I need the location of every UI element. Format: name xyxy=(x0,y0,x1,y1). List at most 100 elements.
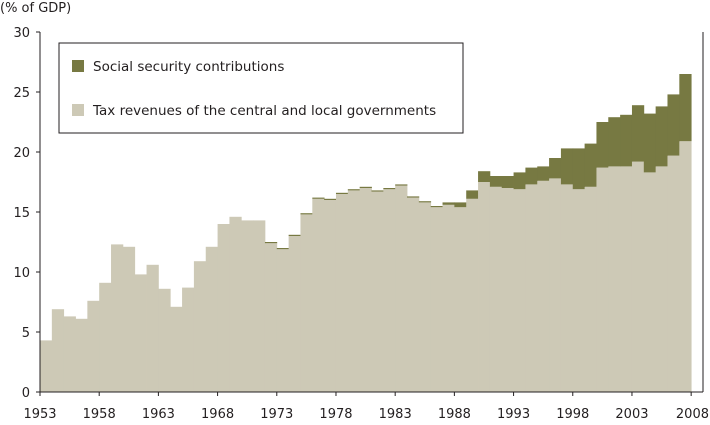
tax-revenue-bar-1958 xyxy=(99,282,112,392)
legend-label-tax-revenues: Tax revenues of the central and local go… xyxy=(92,103,436,119)
tax-revenue-bar-1978 xyxy=(335,194,349,392)
tax-revenue-bar-1971 xyxy=(253,220,266,392)
social-security-bar-1998 xyxy=(572,148,586,190)
social-security-bar-1992 xyxy=(501,176,514,188)
y-tick-label: 30 xyxy=(13,26,30,41)
tax-revenue-bar-1953 xyxy=(40,340,53,392)
tax-revenue-bar-1973 xyxy=(276,249,290,392)
social-security-bar-1974 xyxy=(288,234,301,236)
x-tick-label: 1978 xyxy=(319,407,352,422)
tax-revenue-bar-1974 xyxy=(288,236,301,392)
social-security-bar-1987 xyxy=(442,202,455,205)
y-tick-label: 0 xyxy=(22,386,30,401)
social-security-bar-1976 xyxy=(312,197,325,199)
social-security-bar-1982 xyxy=(383,188,396,190)
legend-swatch-social-security xyxy=(72,60,84,72)
tax-revenue-bar-1993 xyxy=(513,189,526,392)
tax-revenue-bar-2000 xyxy=(596,167,609,392)
social-security-bar-2006 xyxy=(667,94,680,156)
tax-revenue-bar-2001 xyxy=(608,166,621,392)
tax-revenue-bar-1957 xyxy=(87,300,100,392)
x-tick-label: 1973 xyxy=(260,407,293,422)
tax-revenue-bar-1988 xyxy=(454,207,467,392)
x-tick-label: 2003 xyxy=(615,407,648,422)
tax-revenue-bar-1985 xyxy=(418,202,432,392)
tax-revenue-bar-1984 xyxy=(407,197,420,392)
social-security-bar-2007 xyxy=(679,74,692,142)
social-security-bar-1997 xyxy=(560,148,574,185)
social-security-bar-1984 xyxy=(407,196,420,198)
tax-revenue-bar-1959 xyxy=(111,244,124,392)
social-security-bar-1996 xyxy=(549,158,562,179)
legend-label-social-security: Social security contributions xyxy=(93,59,284,75)
social-security-bar-1995 xyxy=(537,166,550,181)
tax-revenue-bar-2007 xyxy=(679,141,692,392)
tax-revenue-bar-2003 xyxy=(631,161,645,392)
tax-revenue-bar-1966 xyxy=(193,261,207,392)
tax-revenue-bar-1992 xyxy=(501,188,514,392)
y-tick-label: 20 xyxy=(13,146,30,161)
tax-revenue-bar-1990 xyxy=(478,182,491,392)
x-tick-label: 1953 xyxy=(23,407,56,422)
tax-revenue-bar-1980 xyxy=(359,188,372,392)
social-security-bar-1981 xyxy=(371,190,384,192)
social-security-bar-1983 xyxy=(395,184,408,186)
social-security-bar-1991 xyxy=(489,176,503,187)
x-tick-label: 1998 xyxy=(556,407,589,422)
social-security-bar-2005 xyxy=(655,106,668,167)
social-security-bar-2003 xyxy=(631,105,645,162)
tax-revenue-bar-1999 xyxy=(584,186,597,392)
x-tick-label: 1963 xyxy=(142,407,175,422)
social-security-bar-1979 xyxy=(347,189,361,191)
social-security-bar-1980 xyxy=(359,186,372,188)
y-axis-unit-label: (% of GDP) xyxy=(0,1,71,16)
social-security-bar-2004 xyxy=(643,113,657,173)
tax-revenue-bar-1982 xyxy=(383,189,396,392)
tax-revenue-bar-1961 xyxy=(134,274,147,392)
social-security-bar-1973 xyxy=(276,248,290,250)
x-tick-label: 1993 xyxy=(497,407,530,422)
tax-revenue-bar-1994 xyxy=(525,184,538,392)
legend-swatch-tax-revenues xyxy=(72,104,84,116)
social-security-bar-1989 xyxy=(466,190,479,199)
tax-revenue-bar-1965 xyxy=(182,287,195,392)
social-security-bar-1988 xyxy=(454,202,467,208)
y-tick-label: 5 xyxy=(22,326,30,341)
social-security-bar-2000 xyxy=(596,122,609,168)
tax-revenue-bar-1955 xyxy=(63,316,76,392)
social-security-bar-1978 xyxy=(335,192,349,194)
tax-revenue-bar-1969 xyxy=(229,216,242,392)
tax-revenue-bar-1967 xyxy=(205,246,218,392)
social-security-bar-2001 xyxy=(608,117,621,167)
area-layer xyxy=(40,74,692,392)
tax-revenue-bar-1996 xyxy=(549,178,562,392)
tax-revenue-bar-1964 xyxy=(170,306,183,392)
tax-revenue-bar-1995 xyxy=(537,180,550,392)
social-security-bar-1999 xyxy=(584,143,597,187)
tax-revenue-bar-1983 xyxy=(395,185,408,392)
tax-revenue-bar-1989 xyxy=(466,198,479,392)
x-tick-label: 1983 xyxy=(379,407,412,422)
social-security-bar-1986 xyxy=(430,206,443,208)
tax-revenue-bar-1981 xyxy=(371,191,384,392)
social-security-bar-1977 xyxy=(324,198,337,200)
tax-revenue-bar-1991 xyxy=(489,186,503,392)
y-tick-label: 10 xyxy=(13,266,30,281)
social-security-bar-1993 xyxy=(513,172,526,190)
tax-revenue-bar-1998 xyxy=(572,189,586,392)
social-security-bar-1975 xyxy=(300,213,313,215)
tax-revenue-bar-2005 xyxy=(655,166,668,392)
social-security-bar-1994 xyxy=(525,167,538,185)
tax-revenue-bar-1972 xyxy=(264,243,278,392)
social-security-bar-2002 xyxy=(620,114,633,167)
x-tick-label: 1988 xyxy=(438,407,471,422)
tax-revenue-bar-2002 xyxy=(620,166,633,392)
social-security-bar-1990 xyxy=(478,171,491,182)
tax-revenue-bar-1954 xyxy=(51,309,65,392)
tax-revenue-bar-1977 xyxy=(324,200,337,392)
tax-revenue-bar-1970 xyxy=(241,220,254,392)
tax-revenue-bar-1976 xyxy=(312,198,325,392)
